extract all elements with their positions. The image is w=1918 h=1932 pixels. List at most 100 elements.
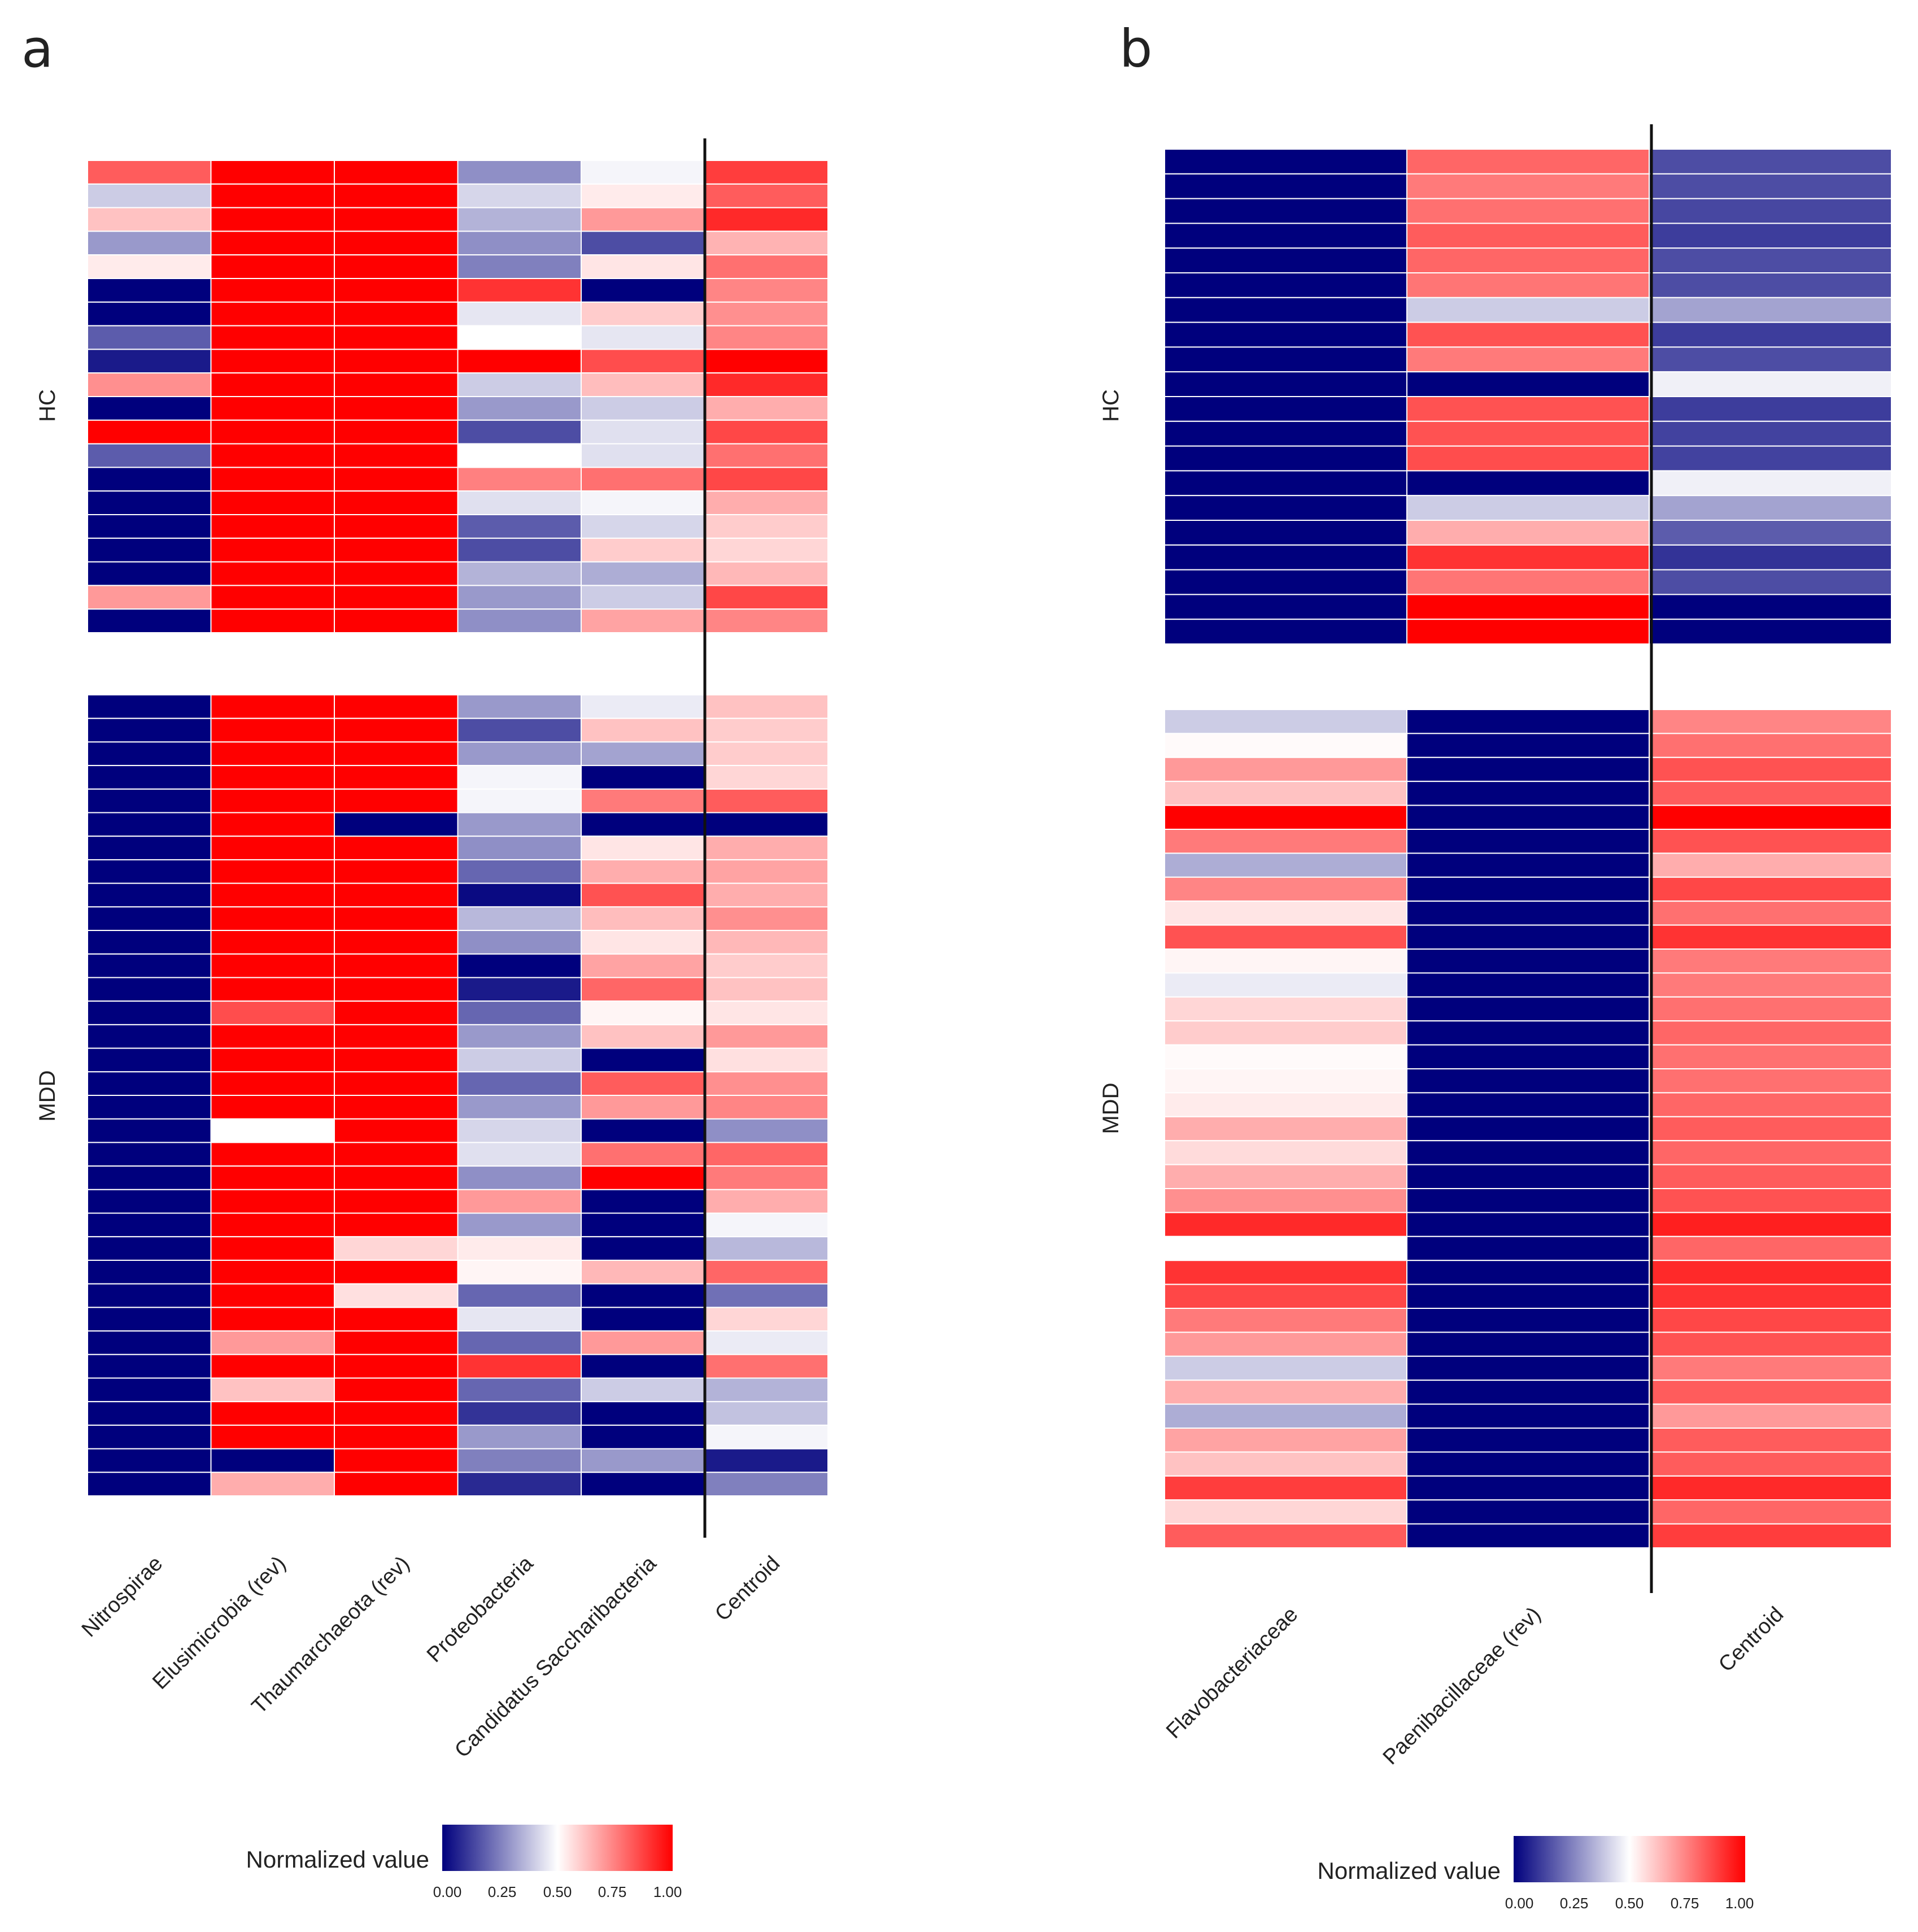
heatmap-cell-hc-r14-c0 (87, 490, 212, 516)
heatmap-cell-mdd-r18-c0 (1164, 1140, 1407, 1165)
heatmap-cell-mdd-r28-c2 (334, 1354, 459, 1379)
heatmap-cell-mdd-r23-c1 (1406, 1260, 1650, 1285)
heatmap-cell-hc-r3-c5 (704, 230, 829, 256)
heatmap-cell-mdd-r9-c1 (210, 906, 335, 932)
heatmap-cell-mdd-r14-c4 (581, 1024, 705, 1049)
heatmap-cell-mdd-r33-c1 (1406, 1499, 1650, 1525)
heatmap-cell-hc-r13-c2 (334, 467, 459, 492)
heatmap-cell-mdd-r17-c1 (1406, 1116, 1650, 1142)
panel-a-legend-tick-3: 0.75 (598, 1883, 627, 1900)
heatmap-cell-mdd-r33-c2 (1649, 1499, 1892, 1525)
panel-b-legend-tick-0: 0.00 (1505, 1895, 1534, 1912)
heatmap-cell-hc-r8-c1 (1406, 346, 1650, 373)
panel-a-col-label-proteobacteria: Proteobacteria (422, 1551, 538, 1667)
heatmap-cell-mdd-r1-c2 (334, 717, 459, 743)
heatmap-cell-mdd-r30-c3 (457, 1401, 582, 1426)
heatmap-cell-hc-r6-c4 (581, 301, 705, 327)
heatmap-cell-mdd-r3-c3 (457, 765, 582, 790)
heatmap-cell-mdd-r22-c1 (210, 1212, 335, 1238)
heatmap-cell-mdd-r12-c2 (334, 977, 459, 1002)
heatmap-cell-hc-r8-c0 (1164, 346, 1407, 373)
heatmap-cell-hc-r14-c0 (1164, 495, 1407, 521)
heatmap-cell-mdd-r23-c0 (1164, 1260, 1407, 1285)
heatmap-cell-hc-r3-c2 (1649, 223, 1892, 249)
heatmap-cell-hc-r3-c0 (87, 230, 212, 256)
heatmap-cell-mdd-r4-c1 (210, 788, 335, 813)
heatmap-cell-mdd-r20-c2 (334, 1165, 459, 1190)
heatmap-cell-mdd-r10-c1 (1406, 948, 1650, 974)
heatmap-cell-mdd-r18-c5 (704, 1118, 829, 1143)
heatmap-cell-hc-r2-c0 (1164, 198, 1407, 224)
heatmap-cell-hc-r3-c2 (334, 230, 459, 256)
panel-a-group-label-mdd: MDD (35, 1070, 60, 1121)
heatmap-cell-mdd-r4-c3 (457, 788, 582, 813)
heatmap-cell-mdd-r26-c0 (87, 1307, 212, 1332)
heatmap-cell-mdd-r14-c1 (210, 1024, 335, 1049)
heatmap-cell-mdd-r11-c3 (457, 953, 582, 978)
heatmap-cell-hc-r7-c0 (1164, 321, 1407, 348)
heatmap-cell-mdd-r24-c1 (210, 1259, 335, 1285)
heatmap-cell-mdd-r30-c4 (581, 1401, 705, 1426)
heatmap-cell-hc-r18-c0 (87, 585, 212, 610)
heatmap-cell-hc-r17-c2 (334, 561, 459, 586)
heatmap-cell-hc-r11-c0 (1164, 420, 1407, 447)
heatmap-cell-mdd-r12-c2 (1649, 996, 1892, 1022)
panel-b-legend-tick-2: 0.50 (1615, 1895, 1644, 1912)
heatmap-cell-hc-r6-c2 (334, 301, 459, 327)
heatmap-cell-mdd-r5-c5 (704, 812, 829, 837)
panel-a-legend-colorbar (442, 1825, 673, 1871)
panel-b-legend-tick-4: 1.00 (1725, 1895, 1754, 1912)
heatmap-cell-mdd-r9-c2 (334, 906, 459, 932)
panel-b-label: b (1119, 19, 1152, 79)
heatmap-cell-hc-r16-c2 (334, 537, 459, 563)
heatmap-cell-mdd-r30-c0 (87, 1401, 212, 1426)
heatmap-cell-mdd-r24-c0 (1164, 1283, 1407, 1309)
heatmap-cell-hc-r16-c0 (87, 537, 212, 563)
heatmap-cell-mdd-r20-c0 (87, 1165, 212, 1190)
heatmap-cell-mdd-r22-c0 (1164, 1235, 1407, 1261)
heatmap-cell-hc-r13-c4 (581, 467, 705, 492)
heatmap-cell-hc-r1-c0 (87, 183, 212, 208)
heatmap-cell-mdd-r10-c1 (210, 930, 335, 955)
heatmap-cell-mdd-r22-c1 (1406, 1235, 1650, 1261)
heatmap-cell-hc-r3-c3 (457, 230, 582, 256)
heatmap-cell-mdd-r1-c1 (210, 717, 335, 743)
heatmap-cell-mdd-r20-c2 (1649, 1188, 1892, 1213)
heatmap-cell-hc-r0-c4 (581, 160, 705, 185)
heatmap-cell-mdd-r17-c3 (457, 1095, 582, 1120)
heatmap-cell-mdd-r31-c2 (334, 1424, 459, 1450)
heatmap-cell-hc-r11-c0 (87, 419, 212, 445)
heatmap-cell-hc-r10-c1 (1406, 396, 1650, 422)
heatmap-cell-hc-r15-c2 (334, 514, 459, 539)
heatmap-cell-hc-r13-c3 (457, 467, 582, 492)
heatmap-cell-mdd-r6-c0 (87, 836, 212, 860)
panel-b-col-label-flavobacteriaceae: Flavobacteriaceae (1162, 1603, 1302, 1743)
heatmap-cell-mdd-r31-c3 (457, 1424, 582, 1450)
heatmap-cell-mdd-r12-c1 (210, 977, 335, 1002)
heatmap-cell-mdd-r28-c4 (581, 1354, 705, 1379)
heatmap-cell-hc-r8-c4 (581, 349, 705, 374)
heatmap-cell-mdd-r4-c2 (1649, 804, 1892, 830)
heatmap-cell-mdd-r4-c0 (87, 788, 212, 813)
heatmap-cell-mdd-r3-c2 (334, 765, 459, 790)
heatmap-cell-hc-r17-c5 (704, 561, 829, 586)
heatmap-cell-hc-r4-c2 (334, 254, 459, 280)
heatmap-cell-mdd-r19-c0 (87, 1142, 212, 1167)
panel-a-cells (87, 160, 829, 1497)
heatmap-cell-mdd-r10-c0 (1164, 948, 1407, 974)
heatmap-cell-mdd-r29-c2 (1649, 1403, 1892, 1429)
heatmap-cell-mdd-r27-c4 (581, 1330, 705, 1355)
panel-b-legend: Normalized value 0.00 0.25 0.50 0.75 1.0… (1318, 1836, 1754, 1912)
heatmap-cell-mdd-r14-c3 (457, 1024, 582, 1049)
heatmap-cell-hc-r11-c2 (334, 419, 459, 445)
heatmap-cell-mdd-r0-c0 (1164, 709, 1407, 734)
heatmap-cell-mdd-r11-c2 (334, 953, 459, 978)
heatmap-cell-hc-r9-c0 (1164, 371, 1407, 398)
heatmap-cell-hc-r11-c3 (457, 419, 582, 445)
heatmap-cell-hc-r8-c3 (457, 349, 582, 374)
heatmap-cell-mdd-r28-c1 (1406, 1380, 1650, 1405)
heatmap-cell-mdd-r27-c2 (334, 1330, 459, 1355)
heatmap-cell-mdd-r18-c3 (457, 1118, 582, 1143)
heatmap-cell-mdd-r13-c0 (87, 1000, 212, 1025)
heatmap-cell-mdd-r17-c2 (334, 1095, 459, 1120)
